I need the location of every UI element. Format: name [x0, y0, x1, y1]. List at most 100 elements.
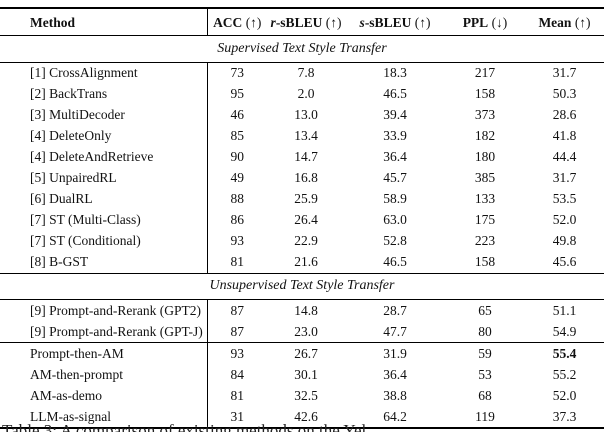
col-header-ppl: PPL (↓): [445, 8, 525, 36]
table-row: [1] CrossAlignment 73 7.8 18.3 217 31.7: [0, 62, 604, 84]
col-header-s-sbleu: s-sBLEU (↑): [359, 14, 431, 30]
table-row: [9] Prompt-and-Rerank (GPT2) 87 14.8 28.7 65…: [0, 299, 604, 322]
value-cell: 55.4: [525, 342, 604, 365]
table-row: [4] DeleteAndRetrieve 90 14.7 36.4 180 44.4: [0, 146, 604, 168]
value-cell: 87: [206, 299, 267, 322]
table-row: AM-as-demo 81 32.5 38.8 68 52.0: [0, 385, 604, 407]
value-cell: 28.7: [383, 302, 407, 318]
value-cell: 88: [206, 188, 267, 210]
col-label-acc: ACC: [213, 14, 243, 30]
col-label-ppl: PPL: [462, 14, 489, 30]
section-header-row: Unsupervised Text Style Transfer: [0, 273, 604, 300]
value-cell: 373: [474, 107, 496, 123]
value-cell: 14.8: [294, 302, 318, 318]
value-cell: 90: [206, 146, 267, 168]
value-cell: 39.4: [383, 107, 407, 123]
value-cell: 36.4: [383, 366, 407, 382]
value-cell: 133: [474, 191, 496, 207]
value-cell: 84: [206, 364, 267, 386]
method-cell: [3] MultiDecoder: [30, 107, 125, 123]
section-header-row: Supervised Text Style Transfer: [0, 35, 604, 63]
value-cell: 158: [474, 254, 496, 270]
col-label-method: Method: [30, 14, 75, 30]
col-label-s-sbleu: -sBLEU: [364, 14, 412, 30]
value-cell: 52.0: [552, 387, 577, 403]
value-cell: 46: [206, 104, 267, 126]
value-cell: 50.3: [552, 86, 577, 102]
value-cell: 175: [474, 212, 496, 228]
method-cell: [9] Prompt-and-Rerank (GPT2): [30, 302, 201, 318]
method-cell: [9] Prompt-and-Rerank (GPT-J): [30, 323, 203, 339]
method-cell: [2] BackTrans: [30, 86, 108, 102]
method-cell: AM-as-demo: [30, 387, 102, 403]
value-cell: 58.9: [383, 191, 407, 207]
value-cell: 93: [206, 230, 267, 252]
method-cell: [7] ST (Multi-Class): [30, 212, 141, 228]
value-cell: 80: [478, 323, 492, 339]
value-cell: 26.4: [294, 212, 318, 228]
header-row: Method ACC (↑) r-sBLEU (↑) s-sBLEU (↑) P…: [0, 8, 604, 36]
value-cell: 53.5: [552, 191, 577, 207]
value-cell: 86: [206, 209, 267, 231]
value-cell: 49.8: [552, 233, 577, 249]
value-cell: 52.8: [383, 233, 407, 249]
value-cell: 47.7: [383, 323, 407, 339]
method-cell: AM-then-prompt: [30, 366, 123, 382]
value-cell: 73: [206, 62, 267, 84]
value-cell: 385: [474, 170, 496, 186]
method-cell: [4] DeleteAndRetrieve: [30, 149, 154, 165]
table-row: [9] Prompt-and-Rerank (GPT-J) 87 23.0 47.7 8…: [0, 321, 604, 343]
value-cell: 87: [206, 321, 267, 343]
method-cell: Prompt-then-AM: [0, 342, 207, 365]
value-cell: 85: [206, 125, 267, 147]
method-cell: [4] DeleteOnly: [30, 128, 112, 144]
up-arrow-icon: (↑): [571, 14, 591, 30]
down-arrow-icon: (↓): [488, 14, 508, 30]
table-row: [6] DualRL 88 25.9 58.9 133 53.5: [0, 188, 604, 210]
value-cell: 51.1: [552, 302, 577, 318]
value-cell: 33.9: [383, 128, 407, 144]
method-cell: [6] DualRL: [30, 191, 93, 207]
method-cell: [8] B-GST: [30, 254, 89, 270]
col-header-mean: Mean (↑): [525, 8, 604, 36]
value-cell: 182: [474, 128, 496, 144]
table-row: [5] UnpairedRL 49 16.8 45.7 385 31.7: [0, 167, 604, 189]
value-cell: 31.9: [345, 342, 445, 365]
table-body: Supervised Text Style Transfer [1] CrossA…: [0, 35, 604, 429]
up-arrow-icon: (↑): [242, 14, 262, 30]
value-cell: 42.6: [294, 408, 318, 424]
col-header-r-sbleu: r-sBLEU (↑): [270, 14, 342, 30]
value-cell: 31.7: [552, 65, 577, 81]
table-header: Method ACC (↑) r-sBLEU (↑) s-sBLEU (↑) P…: [0, 8, 604, 36]
value-cell: 31.7: [552, 170, 577, 186]
value-cell: 223: [474, 233, 496, 249]
value-cell: 45.7: [383, 170, 407, 186]
results-table: Method ACC (↑) r-sBLEU (↑) s-sBLEU (↑) P…: [0, 7, 604, 430]
value-cell: 28.6: [552, 107, 577, 123]
table-row: LLM-as-signal 31 42.6 64.2 119 37.3: [0, 406, 604, 429]
value-cell: 41.8: [552, 128, 577, 144]
value-cell: 81: [206, 385, 267, 407]
value-cell: 95: [206, 83, 267, 105]
method-cell: LLM-as-signal: [30, 408, 111, 424]
value-cell: 52.0: [552, 212, 577, 228]
value-cell: 32.5: [294, 387, 318, 403]
value-cell: 93: [206, 342, 267, 365]
value-cell: 44.4: [552, 149, 577, 165]
col-header-method: Method: [0, 8, 207, 36]
value-cell: 31: [206, 406, 267, 429]
value-cell: 38.8: [383, 387, 407, 403]
value-cell: 7.8: [297, 65, 315, 81]
section-title: Unsupervised Text Style Transfer: [209, 278, 395, 294]
value-cell: 158: [474, 86, 496, 102]
value-cell: 45.6: [552, 254, 577, 270]
table-row: AM-then-prompt 84 30.1 36.4 53 55.2: [0, 364, 604, 386]
value-cell: 25.9: [294, 191, 318, 207]
value-cell: 22.9: [294, 233, 318, 249]
table-row: [8] B-GST 81 21.6 46.5 158 45.6: [0, 251, 604, 274]
value-cell: 55.2: [552, 366, 577, 382]
value-cell: 63.0: [383, 212, 407, 228]
up-arrow-icon: (↑): [411, 14, 431, 30]
value-cell: 37.3: [552, 408, 577, 424]
